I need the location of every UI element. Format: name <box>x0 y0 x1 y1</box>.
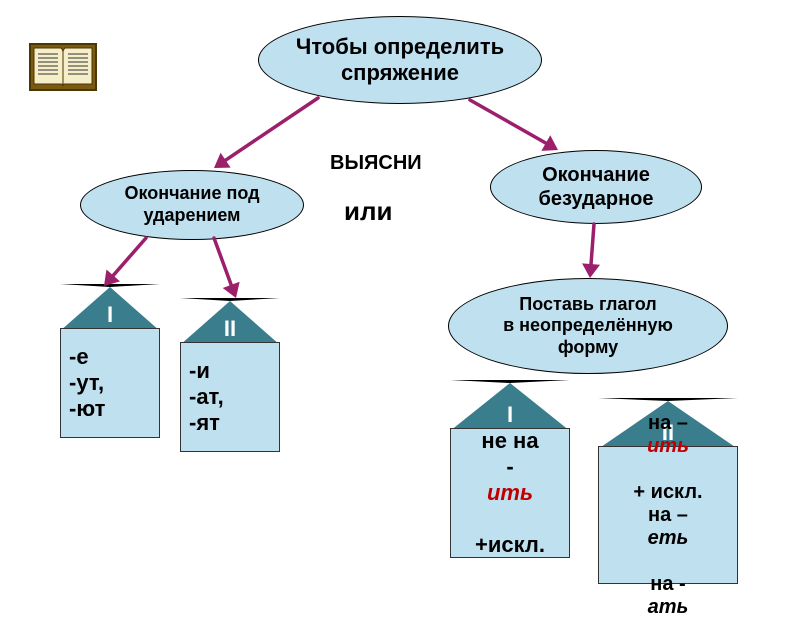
house-4: II на –ить+ искл.на –етьна -ать <box>598 398 738 584</box>
node-right-low-text: Поставь глаголв неопределённуюформу <box>503 294 673 359</box>
node-right-low: Поставь глаголв неопределённуюформу <box>448 278 728 374</box>
house-3-room: не на-ить+искл. <box>450 428 570 558</box>
house-4-room: на –ить+ искл.на –етьна -ать <box>598 446 738 584</box>
node-left-mid: Окончание подударением <box>80 170 304 240</box>
diagram-canvas: Чтобы определитьспряжение Окончание поду… <box>0 0 800 600</box>
book-icon <box>28 38 98 96</box>
node-right-mid-text: Окончаниебезударное <box>539 163 654 211</box>
house-1: I -е-ут,-ют <box>60 284 160 438</box>
node-top-text: Чтобы определитьспряжение <box>296 34 504 87</box>
house-3: I не на-ить+искл. <box>450 380 570 558</box>
label-ili: или <box>344 196 392 227</box>
house-2-label: II <box>180 316 280 342</box>
house-2-room: -и-ат,-ят <box>180 342 280 452</box>
node-top: Чтобы определитьспряжение <box>258 16 542 104</box>
house-1-room: -е-ут,-ют <box>60 328 160 438</box>
node-right-mid: Окончаниебезударное <box>490 150 702 224</box>
house-3-label: I <box>450 402 570 428</box>
house-1-label: I <box>60 302 160 328</box>
label-vyyasni: ВЫЯСНИ <box>330 152 422 175</box>
house-2: II -и-ат,-ят <box>180 298 280 452</box>
node-left-mid-text: Окончание подударением <box>124 183 259 226</box>
